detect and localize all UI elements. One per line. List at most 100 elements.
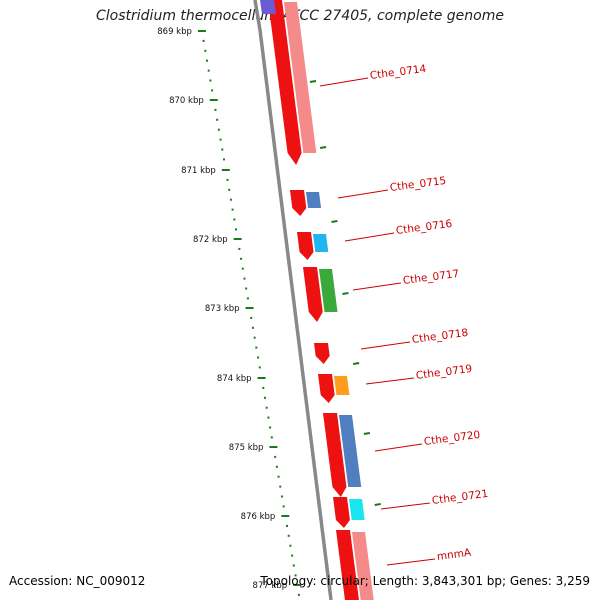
tick-label: 877 kbp <box>253 581 288 591</box>
accession-text: Accession: NC_009012 <box>9 574 146 588</box>
tick-dot <box>286 524 289 527</box>
tick-dot <box>226 178 229 181</box>
genome-backbone <box>253 0 333 600</box>
cds-arrow <box>314 343 330 364</box>
tick-dot <box>209 79 212 82</box>
tick-label: 874 kbp <box>217 374 252 384</box>
cog-bar <box>349 499 365 520</box>
tick-dot <box>233 218 236 221</box>
tick-dot <box>255 346 258 349</box>
tick-dot <box>219 138 222 141</box>
tick-dot <box>265 406 268 409</box>
label-connector <box>380 502 431 510</box>
label-connector <box>319 77 369 87</box>
tick-dot <box>262 386 265 389</box>
backbone-line <box>258 29 333 600</box>
tick-label: 876 kbp <box>241 512 276 522</box>
tick-dot <box>263 396 266 399</box>
cds-arrow <box>333 497 350 528</box>
label-connector <box>344 232 395 242</box>
tick-dot <box>257 356 260 359</box>
gene-labels: Cthe_0714 Cthe_0715 Cthe_0716 Cthe_0717 Cthe… <box>319 63 489 566</box>
tick-label: 872 kbp <box>193 235 228 245</box>
cog-bar <box>334 376 350 395</box>
label-connector <box>337 189 389 199</box>
label-connector <box>374 443 423 452</box>
tick-dot <box>245 287 248 290</box>
cog-bar <box>319 269 338 312</box>
cds-arrow <box>323 413 347 497</box>
gene-label: Cthe_0717 <box>402 268 460 287</box>
tick-dot <box>289 544 292 547</box>
cds-arrow <box>336 530 359 600</box>
tick-dot <box>287 534 290 537</box>
tick-dot <box>216 118 219 121</box>
gene-label: Cthe_0719 <box>415 363 473 382</box>
tick-dot <box>235 228 238 231</box>
outer-tick <box>319 146 327 149</box>
tick-dot <box>228 188 231 191</box>
tick-dot <box>270 436 273 439</box>
cog-bar <box>306 192 322 208</box>
outer-tick <box>374 503 381 506</box>
tick-dot <box>292 564 295 567</box>
tick-dot <box>258 366 261 369</box>
tick-label: 869 kbp <box>157 27 192 37</box>
tick-dot <box>274 455 277 458</box>
tick-dot <box>206 59 209 62</box>
outer-tick <box>309 80 317 83</box>
cog-bar <box>284 2 317 153</box>
cds-arrow <box>297 232 314 260</box>
tick-label: 873 kbp <box>205 304 240 314</box>
label-connector <box>365 377 415 385</box>
tick-dot <box>269 426 272 429</box>
tick-dot <box>231 208 234 211</box>
outer-tick <box>342 292 349 295</box>
tick-dot <box>241 267 244 270</box>
tick-dot <box>246 297 249 300</box>
gene-label: Cthe_0718 <box>411 327 469 346</box>
tick-dot <box>217 128 220 131</box>
cds-arrow <box>290 190 307 216</box>
tick-dot <box>238 247 241 250</box>
tick-dot <box>280 495 283 498</box>
gene-features <box>260 0 381 600</box>
tick-dot <box>204 49 207 52</box>
tick-dot <box>297 593 300 596</box>
tick-dot <box>250 316 253 319</box>
gene-label: Cthe_0715 <box>389 175 447 194</box>
outer-tick <box>363 432 371 435</box>
cds-arrow <box>303 267 323 322</box>
tick-dot <box>279 485 282 488</box>
tick-dot <box>211 89 214 92</box>
gene-label: mnmA <box>436 547 472 563</box>
tick-dot <box>291 554 294 557</box>
tick-dot <box>240 257 243 260</box>
tick-label: 870 kbp <box>169 96 204 106</box>
cog-bar <box>352 532 374 600</box>
kbp-ruler: 869 kbp 870 kbp 871 kbp 872 kbp 873 kbp 874 k… <box>157 27 302 596</box>
tick-dot <box>214 108 217 111</box>
tick-label: 871 kbp <box>181 166 216 176</box>
label-connector <box>386 558 436 566</box>
map-title: Clostridium thermocellum ATCC 27405, com… <box>96 8 504 24</box>
outer-tick <box>352 362 360 365</box>
gene-label: Cthe_0716 <box>395 218 453 237</box>
cog-bar <box>260 0 276 14</box>
backbone-line <box>253 0 262 31</box>
label-connector <box>352 282 402 291</box>
cog-bar <box>313 234 329 252</box>
tick-dot <box>221 148 224 151</box>
label-connector <box>360 341 411 350</box>
cds-arrow <box>318 374 335 403</box>
outer-tick <box>331 220 338 223</box>
tick-dot <box>202 39 205 42</box>
gene-label: Cthe_0721 <box>431 488 489 507</box>
cds-arrow <box>268 0 302 165</box>
tick-dot <box>229 198 232 201</box>
tick-dot <box>207 69 210 72</box>
tick-dot <box>267 416 270 419</box>
tick-dot <box>275 465 278 468</box>
gene-label: Cthe_0720 <box>423 429 481 448</box>
